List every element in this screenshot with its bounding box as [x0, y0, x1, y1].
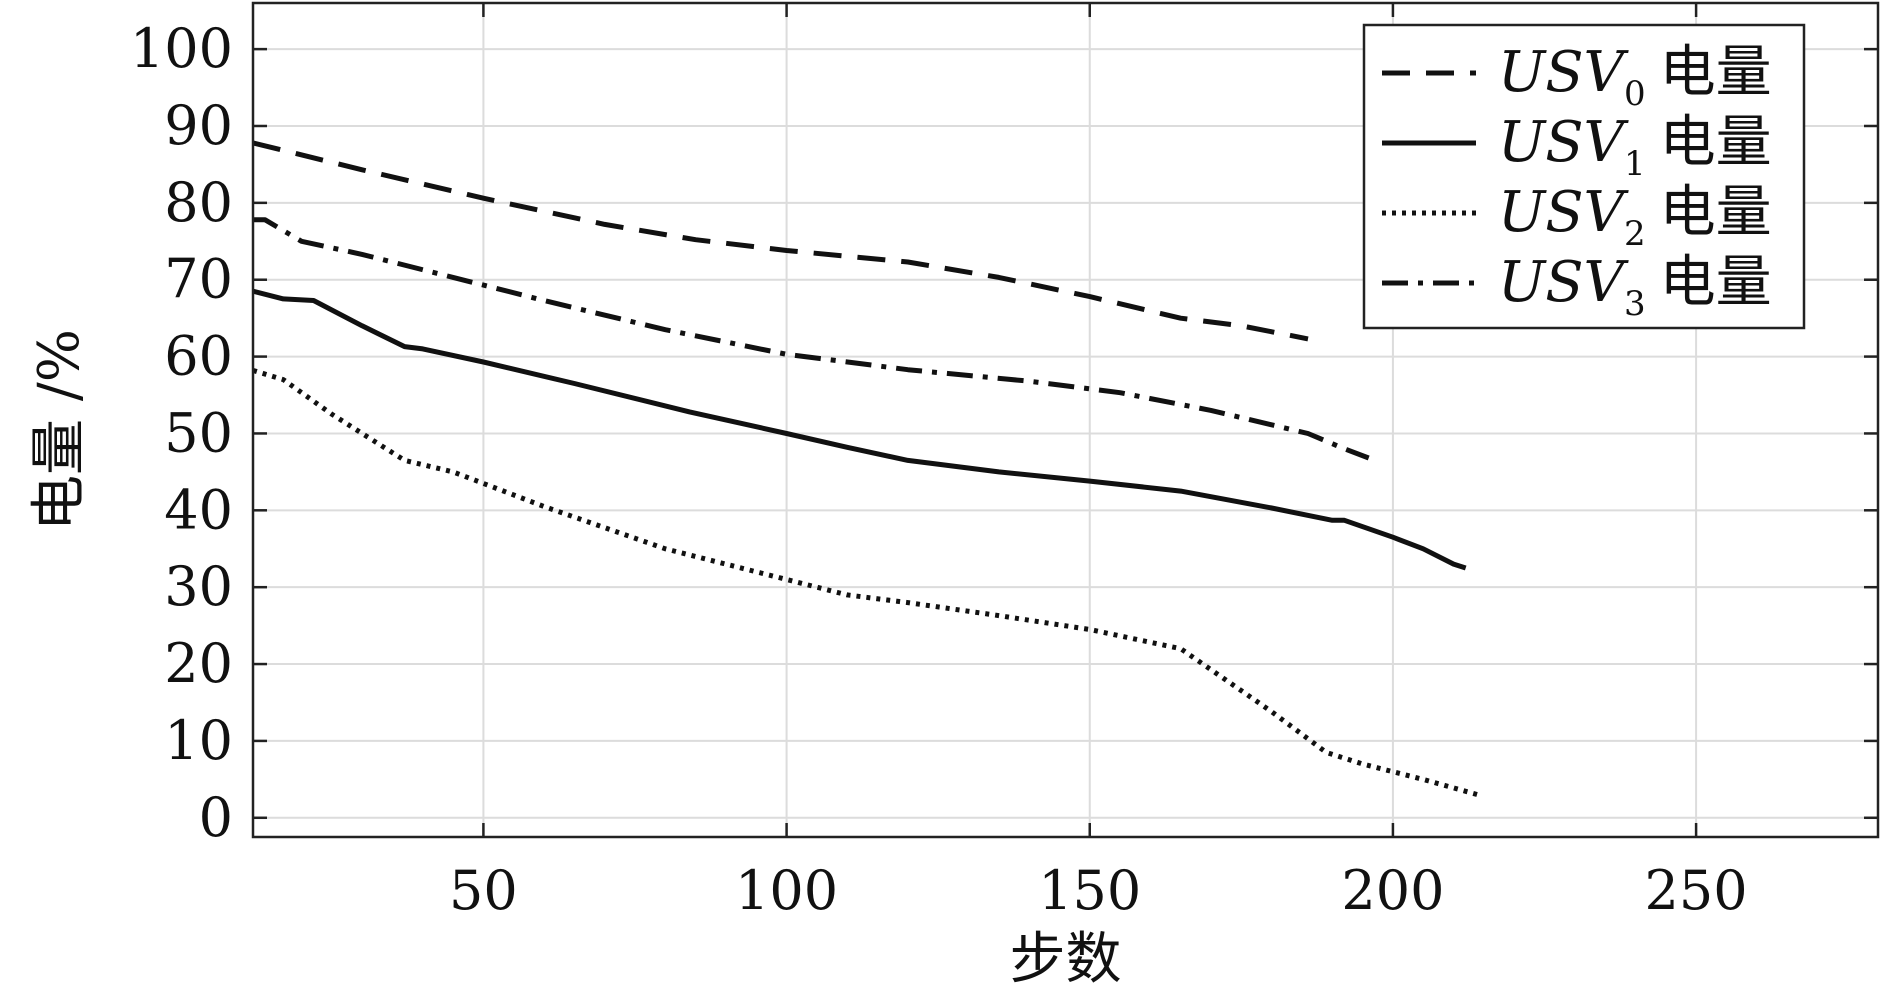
y-tick-label: 20 [164, 632, 233, 695]
legend-label-usv0: USV0 电量 [1498, 40, 1772, 114]
y-tick-label: 0 [199, 786, 233, 849]
y-tick-label: 90 [164, 94, 233, 157]
legend-label-subscript: 3 [1624, 284, 1646, 324]
plot-area-frame [251, 1, 1880, 839]
legend-label-subscript: 1 [1624, 144, 1646, 184]
y-axis-label: 电量 /% [27, 329, 92, 531]
x-tick-label: 50 [449, 859, 518, 922]
legend-label-base: USV [1498, 110, 1630, 175]
y-tick-label: 50 [164, 401, 233, 464]
y-tick-label: 60 [164, 325, 233, 388]
grid-lines [253, 3, 1878, 837]
legend-label-subscript: 0 [1624, 74, 1646, 114]
y-tick-label: 100 [130, 17, 233, 80]
series-line-usv2 [253, 368, 1479, 798]
y-tick-label: 10 [164, 709, 233, 772]
x-tick-label: 200 [1341, 859, 1444, 922]
y-tick-label: 30 [164, 555, 233, 618]
legend-label-usv1: USV1 电量 [1498, 110, 1772, 184]
legend-label-usv3: USV3 电量 [1498, 250, 1772, 324]
y-tick-label: 40 [164, 478, 233, 541]
series-lines [253, 140, 1479, 798]
y-tick-label: 70 [164, 248, 233, 311]
legend-label-suffix: 电量 [1660, 250, 1772, 315]
legend-label-base: USV [1498, 180, 1630, 245]
series-line-usv3 [253, 217, 1370, 461]
series-line-usv1 [253, 288, 1467, 571]
legend-label-usv2: USV2 电量 [1498, 180, 1772, 254]
axis-ticks [253, 3, 1878, 837]
x-tick-label: 150 [1038, 859, 1141, 922]
legend-label-suffix: 电量 [1660, 180, 1772, 245]
x-tick-label: 250 [1645, 859, 1748, 922]
legend-label-subscript: 2 [1624, 214, 1646, 254]
legend-label-suffix: 电量 [1660, 110, 1772, 175]
x-tick-label: 100 [735, 859, 838, 922]
legend-label-base: USV [1498, 250, 1630, 315]
legend-label-suffix: 电量 [1660, 40, 1772, 105]
legend-label-base: USV [1498, 40, 1630, 105]
x-axis-label: 步数 [1010, 927, 1122, 987]
y-tick-label: 80 [164, 171, 233, 234]
